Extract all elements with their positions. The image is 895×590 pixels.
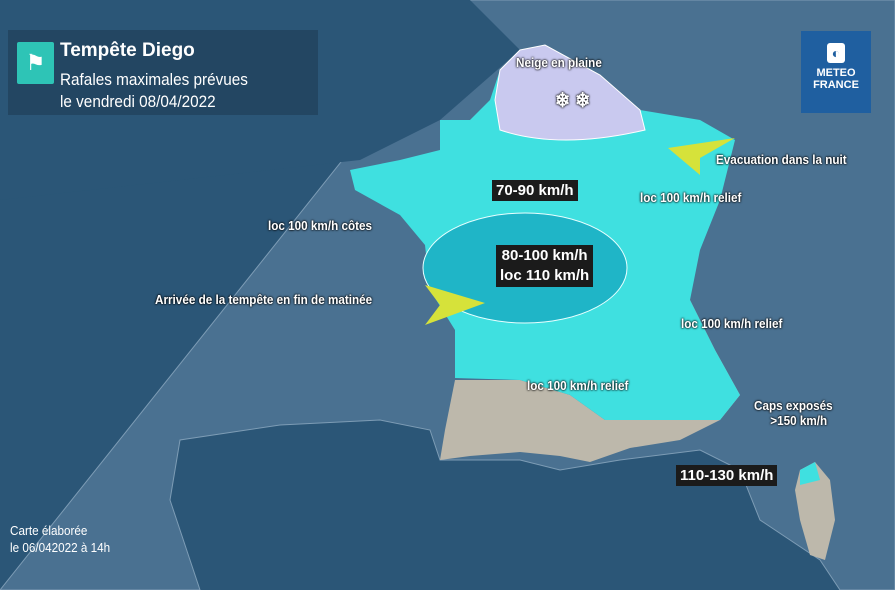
footer-line-1: Carte élaborée [10,523,88,538]
zone-label-center: 80-100 km/h loc 110 km/h [496,245,594,287]
page-title: Tempête Diego [60,40,195,61]
arrival-label: Arrivée de la tempête en fin de matinée [155,292,373,307]
meteo-france-logo: ◐ METEO FRANCE [801,31,871,113]
logo-text: METEO [816,67,856,79]
zone-label-center-1: 80-100 km/h [501,247,588,264]
logo-icon: ◐ [827,43,845,63]
subtitle-date: le vendredi 08/04/2022 [60,92,216,111]
relief-e-label: loc 100 km/h relief [681,316,783,331]
zone-label-center-2: loc 110 km/h [500,267,590,284]
evacuation-label: Evacuation dans la nuit [716,152,847,167]
snowflake-icon: ❄ ❄ [555,90,591,112]
footer-line-2: le 06/042022 à 14h [10,540,111,555]
relief-s-label: loc 100 km/h relief [527,378,629,393]
zone-label-corsica: 110-130 km/h [676,465,778,486]
snow-label: Neige en plaine [516,55,602,70]
windsock-icon: ⚑ [17,42,54,84]
footer-note: Carte élaborée le 06/042022 à 14h [10,522,110,556]
evacuation-arrow [668,138,735,175]
subtitle: Rafales maximales prévues [60,70,248,89]
snow-zone [494,44,646,141]
zone-label-main: 70-90 km/h [492,180,578,201]
storm-arrival-arrow [425,285,485,325]
relief-ne-label: loc 100 km/h relief [640,190,742,205]
coasts-label: loc 100 km/h côtes [268,218,373,233]
caps-label-2: >150 km/h [770,413,828,428]
header-panel: ⚑ Tempête Diego Rafales maximales prévue… [8,30,318,115]
logo-text: FRANCE [813,79,859,91]
caps-label-1: Caps exposés [754,398,833,413]
corsica-cap-zone [800,462,820,485]
caps-label: Caps exposés >150 km/h [754,398,833,428]
corsica-land [795,462,835,560]
